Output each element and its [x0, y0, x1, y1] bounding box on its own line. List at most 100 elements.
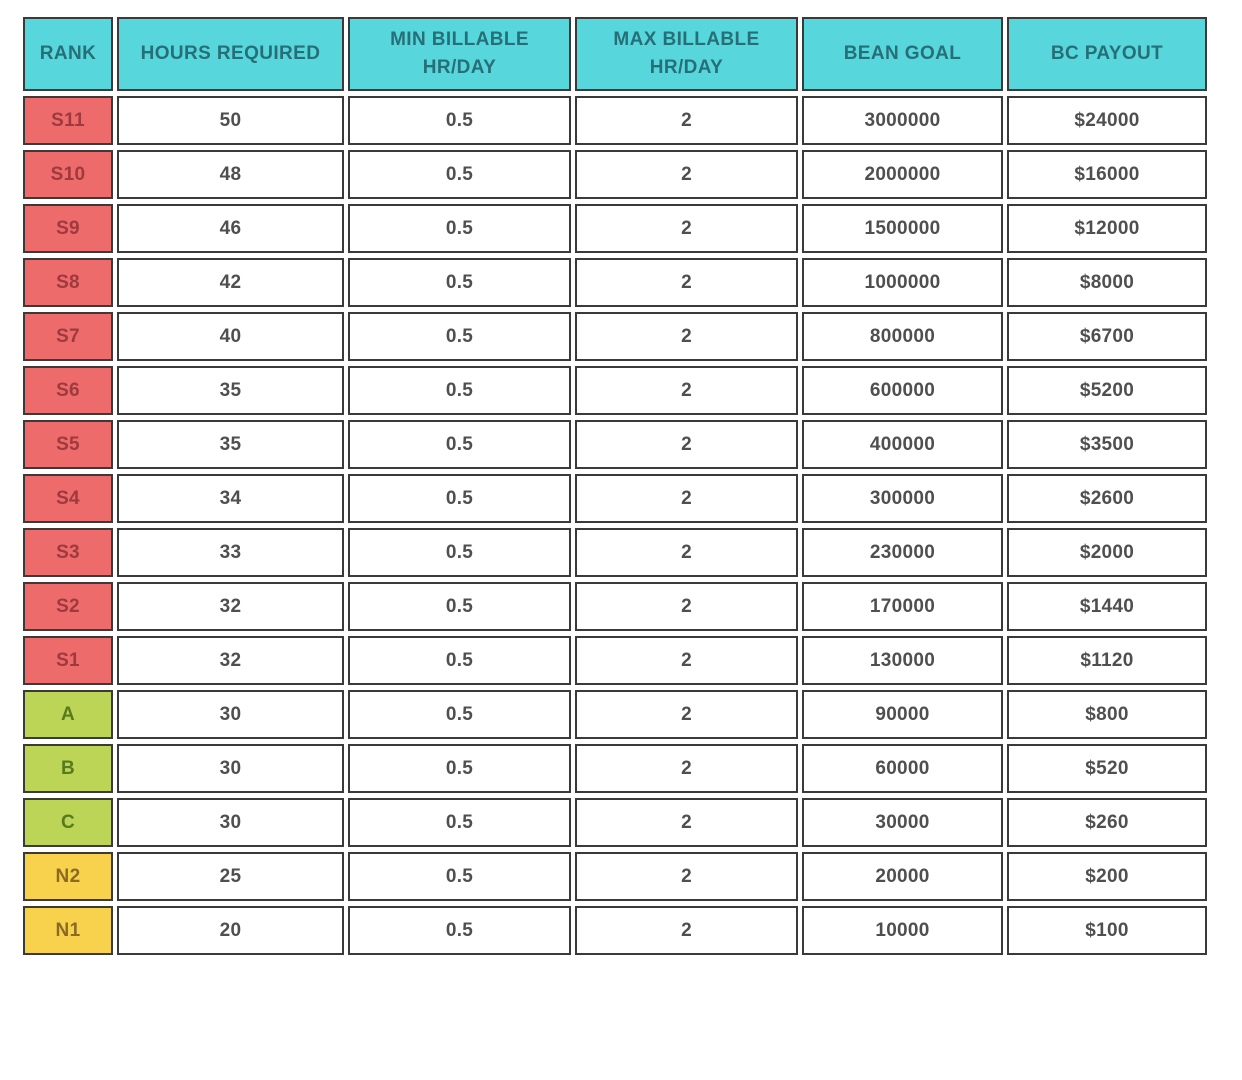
min-billable-hr-day-cell: 0.5: [348, 420, 571, 469]
table-row: S9 46 0.5 2 1500000 $12000: [23, 204, 1207, 253]
min-billable-hr-day-cell: 0.5: [348, 258, 571, 307]
bc-payout-cell: $5200: [1007, 366, 1207, 415]
min-billable-hr-day-cell: 0.5: [348, 582, 571, 631]
bc-payout-cell: $520: [1007, 744, 1207, 793]
bean-goal-cell: 2000000: [802, 150, 1003, 199]
min-billable-hr-day-cell: 0.5: [348, 798, 571, 847]
hours-required-cell: 30: [117, 690, 344, 739]
hours-required-cell: 46: [117, 204, 344, 253]
rank-cell: S8: [23, 258, 113, 307]
min-billable-hr-day-cell: 0.5: [348, 474, 571, 523]
rank-cell: A: [23, 690, 113, 739]
hours-required-cell: 42: [117, 258, 344, 307]
bean-goal-cell: 1500000: [802, 204, 1003, 253]
min-billable-hr-day-cell: 0.5: [348, 204, 571, 253]
table-row: S2 32 0.5 2 170000 $1440: [23, 582, 1207, 631]
rank-cell: N2: [23, 852, 113, 901]
max-billable-hr-day-cell: 2: [575, 312, 798, 361]
column-header-bean-goal: BEAN GOAL: [802, 17, 1003, 91]
min-billable-hr-day-cell: 0.5: [348, 744, 571, 793]
min-billable-hr-day-cell: 0.5: [348, 312, 571, 361]
min-billable-hr-day-cell: 0.5: [348, 906, 571, 955]
min-billable-hr-day-cell: 0.5: [348, 96, 571, 145]
bc-payout-cell: $8000: [1007, 258, 1207, 307]
table-row: S6 35 0.5 2 600000 $5200: [23, 366, 1207, 415]
bc-payout-cell: $200: [1007, 852, 1207, 901]
table-row: C 30 0.5 2 30000 $260: [23, 798, 1207, 847]
hours-required-cell: 32: [117, 582, 344, 631]
bc-payout-cell: $3500: [1007, 420, 1207, 469]
max-billable-hr-day-cell: 2: [575, 420, 798, 469]
table-row: S10 48 0.5 2 2000000 $16000: [23, 150, 1207, 199]
bean-goal-cell: 130000: [802, 636, 1003, 685]
column-header-bc-payout: BC PAYOUT: [1007, 17, 1207, 91]
min-billable-hr-day-cell: 0.5: [348, 150, 571, 199]
bc-payout-cell: $16000: [1007, 150, 1207, 199]
bean-goal-cell: 10000: [802, 906, 1003, 955]
column-header-max-billable-hr-day: MAX BILLABLE HR/DAY: [575, 17, 798, 91]
hours-required-cell: 25: [117, 852, 344, 901]
hours-required-cell: 34: [117, 474, 344, 523]
max-billable-hr-day-cell: 2: [575, 852, 798, 901]
max-billable-hr-day-cell: 2: [575, 906, 798, 955]
max-billable-hr-day-cell: 2: [575, 744, 798, 793]
table-body: S11 50 0.5 2 3000000 $24000 S10 48 0.5 2 2000000 $1…: [23, 96, 1207, 955]
hours-required-cell: 35: [117, 366, 344, 415]
max-billable-hr-day-cell: 2: [575, 474, 798, 523]
bc-payout-cell: $12000: [1007, 204, 1207, 253]
max-billable-hr-day-cell: 2: [575, 150, 798, 199]
rank-cell: S1: [23, 636, 113, 685]
table-row: S7 40 0.5 2 800000 $6700: [23, 312, 1207, 361]
table-row: S5 35 0.5 2 400000 $3500: [23, 420, 1207, 469]
bean-goal-cell: 60000: [802, 744, 1003, 793]
hours-required-cell: 30: [117, 744, 344, 793]
table-row: A 30 0.5 2 90000 $800: [23, 690, 1207, 739]
hours-required-cell: 50: [117, 96, 344, 145]
bc-payout-cell: $800: [1007, 690, 1207, 739]
rank-cell: S10: [23, 150, 113, 199]
bc-payout-cell: $1120: [1007, 636, 1207, 685]
bean-goal-cell: 600000: [802, 366, 1003, 415]
bean-goal-cell: 300000: [802, 474, 1003, 523]
min-billable-hr-day-cell: 0.5: [348, 690, 571, 739]
bean-goal-cell: 90000: [802, 690, 1003, 739]
bean-goal-cell: 30000: [802, 798, 1003, 847]
max-billable-hr-day-cell: 2: [575, 690, 798, 739]
min-billable-hr-day-cell: 0.5: [348, 366, 571, 415]
hours-required-cell: 30: [117, 798, 344, 847]
bean-goal-cell: 3000000: [802, 96, 1003, 145]
rank-cell: S11: [23, 96, 113, 145]
bc-payout-cell: $1440: [1007, 582, 1207, 631]
table-row: B 30 0.5 2 60000 $520: [23, 744, 1207, 793]
bean-goal-cell: 20000: [802, 852, 1003, 901]
bc-payout-cell: $260: [1007, 798, 1207, 847]
bc-payout-cell: $2600: [1007, 474, 1207, 523]
bc-payout-cell: $2000: [1007, 528, 1207, 577]
rank-cell: S3: [23, 528, 113, 577]
max-billable-hr-day-cell: 2: [575, 582, 798, 631]
hours-required-cell: 48: [117, 150, 344, 199]
rank-payout-table: RANK HOURS REQUIRED MIN BILLABLE HR/DAY MAX…: [19, 12, 1211, 960]
rank-cell: C: [23, 798, 113, 847]
max-billable-hr-day-cell: 2: [575, 528, 798, 577]
bean-goal-cell: 1000000: [802, 258, 1003, 307]
table-row: S3 33 0.5 2 230000 $2000: [23, 528, 1207, 577]
rank-cell: S9: [23, 204, 113, 253]
rank-cell: S7: [23, 312, 113, 361]
min-billable-hr-day-cell: 0.5: [348, 852, 571, 901]
max-billable-hr-day-cell: 2: [575, 258, 798, 307]
rank-cell: B: [23, 744, 113, 793]
rank-cell: S6: [23, 366, 113, 415]
hours-required-cell: 40: [117, 312, 344, 361]
table-row: S11 50 0.5 2 3000000 $24000: [23, 96, 1207, 145]
bean-goal-cell: 230000: [802, 528, 1003, 577]
max-billable-hr-day-cell: 2: [575, 96, 798, 145]
column-header-rank: RANK: [23, 17, 113, 91]
table-row: N2 25 0.5 2 20000 $200: [23, 852, 1207, 901]
header-row: RANK HOURS REQUIRED MIN BILLABLE HR/DAY MAX…: [23, 17, 1207, 91]
column-header-hours-required: HOURS REQUIRED: [117, 17, 344, 91]
max-billable-hr-day-cell: 2: [575, 204, 798, 253]
column-header-min-billable-hr-day: MIN BILLABLE HR/DAY: [348, 17, 571, 91]
max-billable-hr-day-cell: 2: [575, 798, 798, 847]
